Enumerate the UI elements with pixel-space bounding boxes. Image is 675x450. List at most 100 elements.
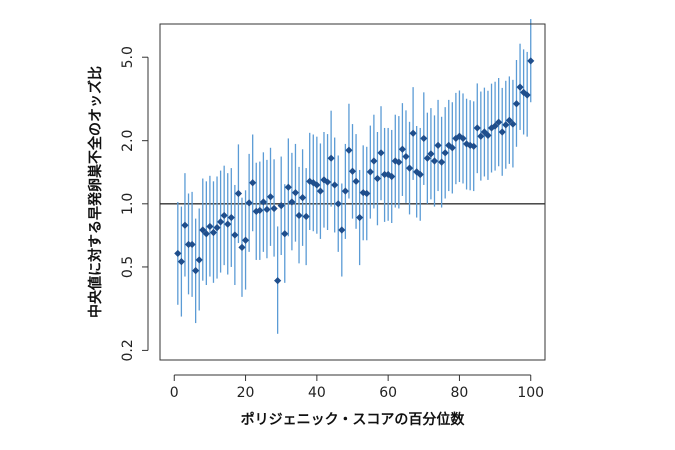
data-point bbox=[195, 256, 203, 264]
data-point bbox=[220, 211, 228, 220]
data-point bbox=[256, 206, 264, 215]
data-point bbox=[466, 141, 474, 149]
data-point bbox=[217, 218, 225, 226]
data-point bbox=[284, 183, 292, 191]
data-point bbox=[502, 121, 510, 129]
data-point bbox=[327, 154, 335, 162]
data-point bbox=[477, 132, 485, 140]
data-point bbox=[430, 157, 439, 165]
data-point bbox=[174, 249, 182, 258]
data-point bbox=[213, 224, 221, 232]
x-tick-label: 0 bbox=[170, 385, 179, 401]
data-point bbox=[295, 211, 303, 220]
data-point bbox=[341, 187, 349, 195]
x-tick-label: 20 bbox=[237, 385, 255, 401]
data-point bbox=[405, 164, 414, 172]
data-point bbox=[484, 131, 492, 139]
data-point bbox=[509, 120, 517, 128]
data-point bbox=[181, 221, 189, 229]
plot-frame bbox=[159, 23, 546, 361]
data-point bbox=[459, 134, 467, 143]
y-tick-label: 1.0 bbox=[120, 193, 136, 215]
data-point bbox=[470, 142, 478, 150]
data-point bbox=[209, 228, 218, 237]
data-point bbox=[291, 189, 300, 197]
data-point bbox=[413, 168, 421, 176]
data-point bbox=[520, 88, 528, 96]
data-point bbox=[505, 116, 513, 124]
data-point bbox=[441, 149, 449, 157]
data-point bbox=[263, 205, 271, 214]
data-point bbox=[206, 222, 214, 231]
data-point bbox=[234, 189, 243, 198]
data-point bbox=[288, 198, 296, 206]
data-point bbox=[266, 193, 275, 201]
data-point bbox=[231, 231, 239, 239]
data-point bbox=[277, 202, 285, 210]
data-point bbox=[423, 154, 431, 162]
data-point bbox=[348, 167, 357, 175]
data-point bbox=[224, 220, 232, 228]
data-point bbox=[245, 199, 253, 207]
x-tick-label: 40 bbox=[308, 385, 326, 401]
data-point bbox=[395, 158, 403, 166]
data-point bbox=[199, 226, 207, 234]
data-point bbox=[188, 240, 196, 249]
y-axis-title: 中央値に対する早発卵巣不全のオッズ比 bbox=[87, 66, 104, 318]
data-point bbox=[345, 146, 353, 154]
x-tick-label: 100 bbox=[517, 385, 544, 401]
data-point bbox=[356, 213, 364, 222]
data-point bbox=[398, 145, 407, 153]
data-point bbox=[338, 226, 346, 234]
data-point bbox=[177, 258, 185, 266]
data-point bbox=[420, 134, 428, 143]
data-point bbox=[388, 172, 396, 181]
data-point bbox=[320, 176, 328, 184]
data-point bbox=[527, 57, 535, 65]
data-point bbox=[366, 168, 374, 176]
data-point bbox=[363, 189, 371, 198]
data-point bbox=[302, 212, 310, 221]
data-point bbox=[512, 100, 521, 108]
data-point bbox=[370, 157, 378, 165]
data-point bbox=[238, 243, 246, 251]
data-point bbox=[281, 230, 289, 238]
data-point bbox=[434, 141, 442, 149]
data-point bbox=[202, 230, 210, 238]
data-point bbox=[448, 144, 456, 152]
data-point bbox=[377, 149, 385, 157]
data-point bbox=[323, 178, 332, 186]
data-point bbox=[495, 118, 503, 126]
axes: 0 20 40 60 80 100 0.2 0.5 1.0 2.0 5.0 bbox=[120, 23, 546, 401]
data-point bbox=[462, 140, 471, 148]
data-point bbox=[249, 179, 257, 187]
data-point bbox=[409, 129, 417, 137]
data-point bbox=[438, 158, 446, 166]
data-point bbox=[427, 150, 435, 158]
y-tick-label: 2.0 bbox=[120, 130, 136, 152]
y-tick-label: 0.5 bbox=[120, 256, 136, 278]
data-point bbox=[298, 194, 307, 202]
data-point bbox=[270, 204, 278, 213]
x-axis-title: ポリジェニック・スコアの百分位数 bbox=[241, 411, 466, 428]
data-point bbox=[491, 122, 499, 130]
y-tick-label: 5.0 bbox=[120, 46, 136, 68]
data-point bbox=[523, 91, 531, 99]
data-point bbox=[352, 177, 360, 185]
x-tick-label: 80 bbox=[451, 385, 469, 401]
data-point bbox=[241, 236, 250, 244]
data-point bbox=[259, 198, 267, 206]
data-point bbox=[516, 83, 524, 91]
plot-area bbox=[160, 19, 545, 334]
data-point bbox=[416, 170, 424, 179]
data-point bbox=[402, 152, 410, 161]
data-point bbox=[373, 174, 382, 183]
data-point bbox=[192, 267, 200, 275]
data-point bbox=[331, 181, 339, 189]
x-tick-label: 60 bbox=[379, 385, 397, 401]
data-point bbox=[334, 200, 342, 208]
data-point bbox=[498, 128, 506, 136]
data-point bbox=[313, 181, 321, 189]
data-point bbox=[316, 187, 325, 195]
